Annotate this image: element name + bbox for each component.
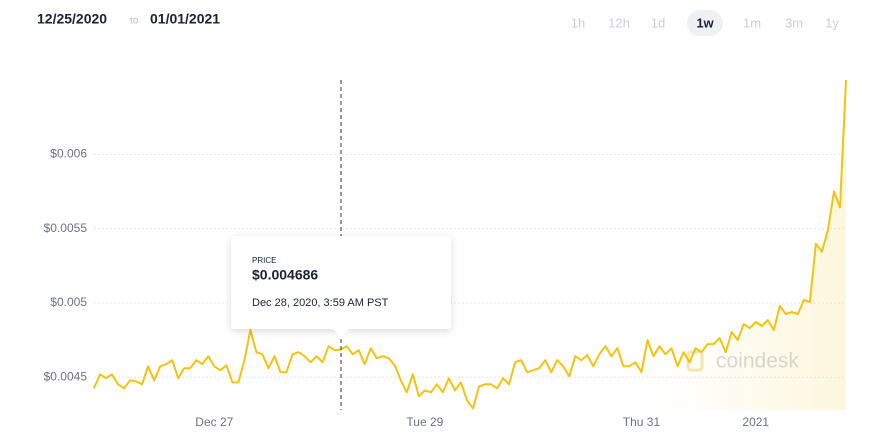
y-tick-label: $0.006 bbox=[50, 146, 87, 160]
price-line bbox=[93, 79, 847, 410]
date-until: 01/01/2021 bbox=[150, 11, 220, 27]
range-button[interactable]: 3m bbox=[785, 15, 803, 30]
tooltip-label: PRICE bbox=[252, 256, 276, 265]
tooltip-pointer bbox=[333, 329, 349, 337]
x-tick-label: Tue 29 bbox=[406, 415, 443, 429]
tooltip-value: $0.004686 bbox=[252, 267, 318, 283]
date-from: 12/25/2020 bbox=[37, 11, 107, 27]
range-button[interactable]: 12h bbox=[608, 15, 630, 30]
x-tick-label: Thu 31 bbox=[623, 415, 661, 429]
y-tick-label: $0.0055 bbox=[44, 221, 88, 235]
tooltip-box bbox=[231, 236, 451, 329]
range-button[interactable]: 1w bbox=[696, 15, 714, 30]
range-button[interactable]: 1m bbox=[743, 15, 761, 30]
y-tick-label: $0.005 bbox=[50, 295, 87, 309]
date-separator: to bbox=[130, 16, 139, 27]
price-area bbox=[94, 80, 846, 410]
plot bbox=[93, 79, 847, 410]
range-button[interactable]: 1d bbox=[651, 15, 665, 30]
tooltip: PRICE $0.004686 Dec 28, 2020, 3:59 AM PS… bbox=[231, 236, 451, 337]
range-selector: 1h 12h 1d 1w 1m 3m 1y bbox=[571, 10, 839, 36]
y-tick-label: $0.0045 bbox=[44, 369, 88, 383]
grid: $0.0045 $0.005 $0.0055 $0.006 Dec 27 Tue 29 Th… bbox=[44, 146, 846, 429]
x-tick-label: 2021 bbox=[742, 415, 769, 429]
range-button[interactable]: 1y bbox=[825, 15, 839, 30]
range-button[interactable]: 1h bbox=[571, 15, 585, 30]
x-tick-label: Dec 27 bbox=[195, 415, 233, 429]
tooltip-time: Dec 28, 2020, 3:59 AM PST bbox=[252, 297, 389, 309]
range-selected-bg bbox=[687, 10, 723, 36]
